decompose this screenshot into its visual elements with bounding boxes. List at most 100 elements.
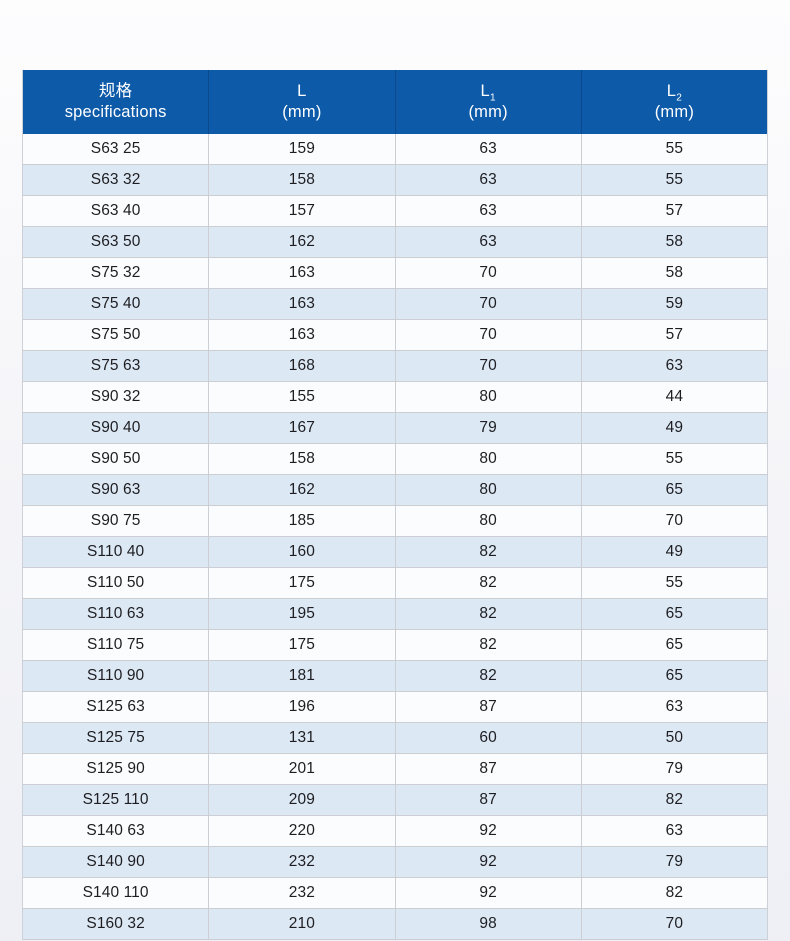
- l1-cell: 60: [395, 722, 582, 754]
- l1-cell: 63: [395, 134, 582, 165]
- spec-cell: S125 90: [22, 753, 210, 785]
- l1-cell: 63: [395, 195, 582, 227]
- l2-cell: 50: [581, 722, 769, 754]
- spec-cell: S90 32: [22, 381, 210, 413]
- table-row: S75 40 163 70 59: [22, 288, 769, 320]
- l2-cell: 55: [581, 443, 769, 475]
- table-row: S63 40 157 63 57: [22, 195, 769, 227]
- table-row: S125 63 196 87 63: [22, 691, 769, 723]
- spec-cell: S90 40: [22, 412, 210, 444]
- header-title: 规格: [98, 82, 133, 100]
- header-title: L: [297, 82, 307, 100]
- table-row: S90 63 162 80 65: [22, 474, 769, 506]
- l1-cell: 82: [395, 567, 582, 599]
- l2-cell: 65: [581, 660, 769, 692]
- l-cell: 159: [208, 134, 396, 165]
- table-body: S63 25 159 63 55 S63 32 158 63 55 S63 40…: [22, 134, 769, 940]
- table-row: S125 110 209 87 82: [22, 784, 769, 816]
- l-cell: 163: [208, 257, 396, 289]
- spec-cell: S140 90: [22, 846, 210, 878]
- l1-cell: 92: [395, 846, 582, 878]
- spec-cell: S110 90: [22, 660, 210, 692]
- l2-cell: 59: [581, 288, 769, 320]
- l-cell: 160: [208, 536, 396, 568]
- l2-cell: 63: [581, 691, 769, 723]
- l1-cell: 79: [395, 412, 582, 444]
- table-row: S75 32 163 70 58: [22, 257, 769, 289]
- column-header-l2: L2 (mm): [581, 70, 768, 134]
- l1-cell: 87: [395, 753, 582, 785]
- l2-cell: 55: [581, 134, 769, 165]
- table-row: S140 63 220 92 63: [22, 815, 769, 847]
- table-row: S110 90 181 82 65: [22, 660, 769, 692]
- l-cell: 162: [208, 474, 396, 506]
- column-header-specifications: 规格 specifications: [22, 70, 210, 134]
- l2-cell: 82: [581, 784, 769, 816]
- table-row: S90 50 158 80 55: [22, 443, 769, 475]
- spec-cell: S75 40: [22, 288, 210, 320]
- l1-cell: 80: [395, 381, 582, 413]
- l2-cell: 82: [581, 877, 769, 909]
- table-row: S110 40 160 82 49: [22, 536, 769, 568]
- table-row: S125 90 201 87 79: [22, 753, 769, 785]
- l2-cell: 63: [581, 350, 769, 382]
- header-title: L1: [480, 82, 496, 104]
- l1-cell: 82: [395, 660, 582, 692]
- spec-cell: S140 110: [22, 877, 210, 909]
- header-subtitle: (mm): [282, 103, 322, 121]
- l-cell: 162: [208, 226, 396, 258]
- l-cell: 158: [208, 443, 396, 475]
- l-cell: 158: [208, 164, 396, 196]
- l1-cell: 70: [395, 257, 582, 289]
- l1-cell: 63: [395, 164, 582, 196]
- table-header: 规格 specifications L (mm) L1 (mm) L2 (mm): [22, 70, 768, 134]
- l2-cell: 65: [581, 629, 769, 661]
- spec-cell: S75 50: [22, 319, 210, 351]
- l-cell: 175: [208, 567, 396, 599]
- table-row: S75 63 168 70 63: [22, 350, 769, 382]
- l2-cell: 70: [581, 505, 769, 537]
- specifications-table-container: 规格 specifications L (mm) L1 (mm) L2 (mm)…: [22, 70, 769, 940]
- spec-cell: S63 40: [22, 195, 210, 227]
- l2-cell: 70: [581, 908, 769, 940]
- spec-cell: S110 75: [22, 629, 210, 661]
- table-row: S63 32 158 63 55: [22, 164, 769, 196]
- l2-cell: 57: [581, 319, 769, 351]
- spec-cell: S125 63: [22, 691, 210, 723]
- l2-cell: 65: [581, 474, 769, 506]
- table-row: S140 110 232 92 82: [22, 877, 769, 909]
- spec-cell: S140 63: [22, 815, 210, 847]
- header-subtitle: (mm): [468, 103, 508, 121]
- l-cell: 195: [208, 598, 396, 630]
- spec-cell: S75 63: [22, 350, 210, 382]
- l2-cell: 49: [581, 412, 769, 444]
- l2-cell: 79: [581, 846, 769, 878]
- l2-cell: 55: [581, 164, 769, 196]
- table-row: S63 50 162 63 58: [22, 226, 769, 258]
- spec-cell: S90 50: [22, 443, 210, 475]
- l1-cell: 80: [395, 474, 582, 506]
- table-row: S125 75 131 60 50: [22, 722, 769, 754]
- l-cell: 131: [208, 722, 396, 754]
- l-cell: 220: [208, 815, 396, 847]
- l2-cell: 63: [581, 815, 769, 847]
- l-cell: 210: [208, 908, 396, 940]
- l1-cell: 98: [395, 908, 582, 940]
- spec-cell: S90 63: [22, 474, 210, 506]
- l-cell: 232: [208, 877, 396, 909]
- l-cell: 209: [208, 784, 396, 816]
- l1-cell: 63: [395, 226, 582, 258]
- spec-cell: S110 40: [22, 536, 210, 568]
- l-cell: 196: [208, 691, 396, 723]
- l2-cell: 58: [581, 257, 769, 289]
- specifications-table: 规格 specifications L (mm) L1 (mm) L2 (mm)…: [22, 70, 769, 940]
- column-header-l1: L1 (mm): [395, 70, 582, 134]
- l-cell: 157: [208, 195, 396, 227]
- header-subtitle: (mm): [654, 103, 695, 121]
- l-cell: 181: [208, 660, 396, 692]
- l-cell: 168: [208, 350, 396, 382]
- spec-cell: S90 75: [22, 505, 210, 537]
- l2-cell: 79: [581, 753, 769, 785]
- l1-cell: 82: [395, 536, 582, 568]
- l1-cell: 92: [395, 815, 582, 847]
